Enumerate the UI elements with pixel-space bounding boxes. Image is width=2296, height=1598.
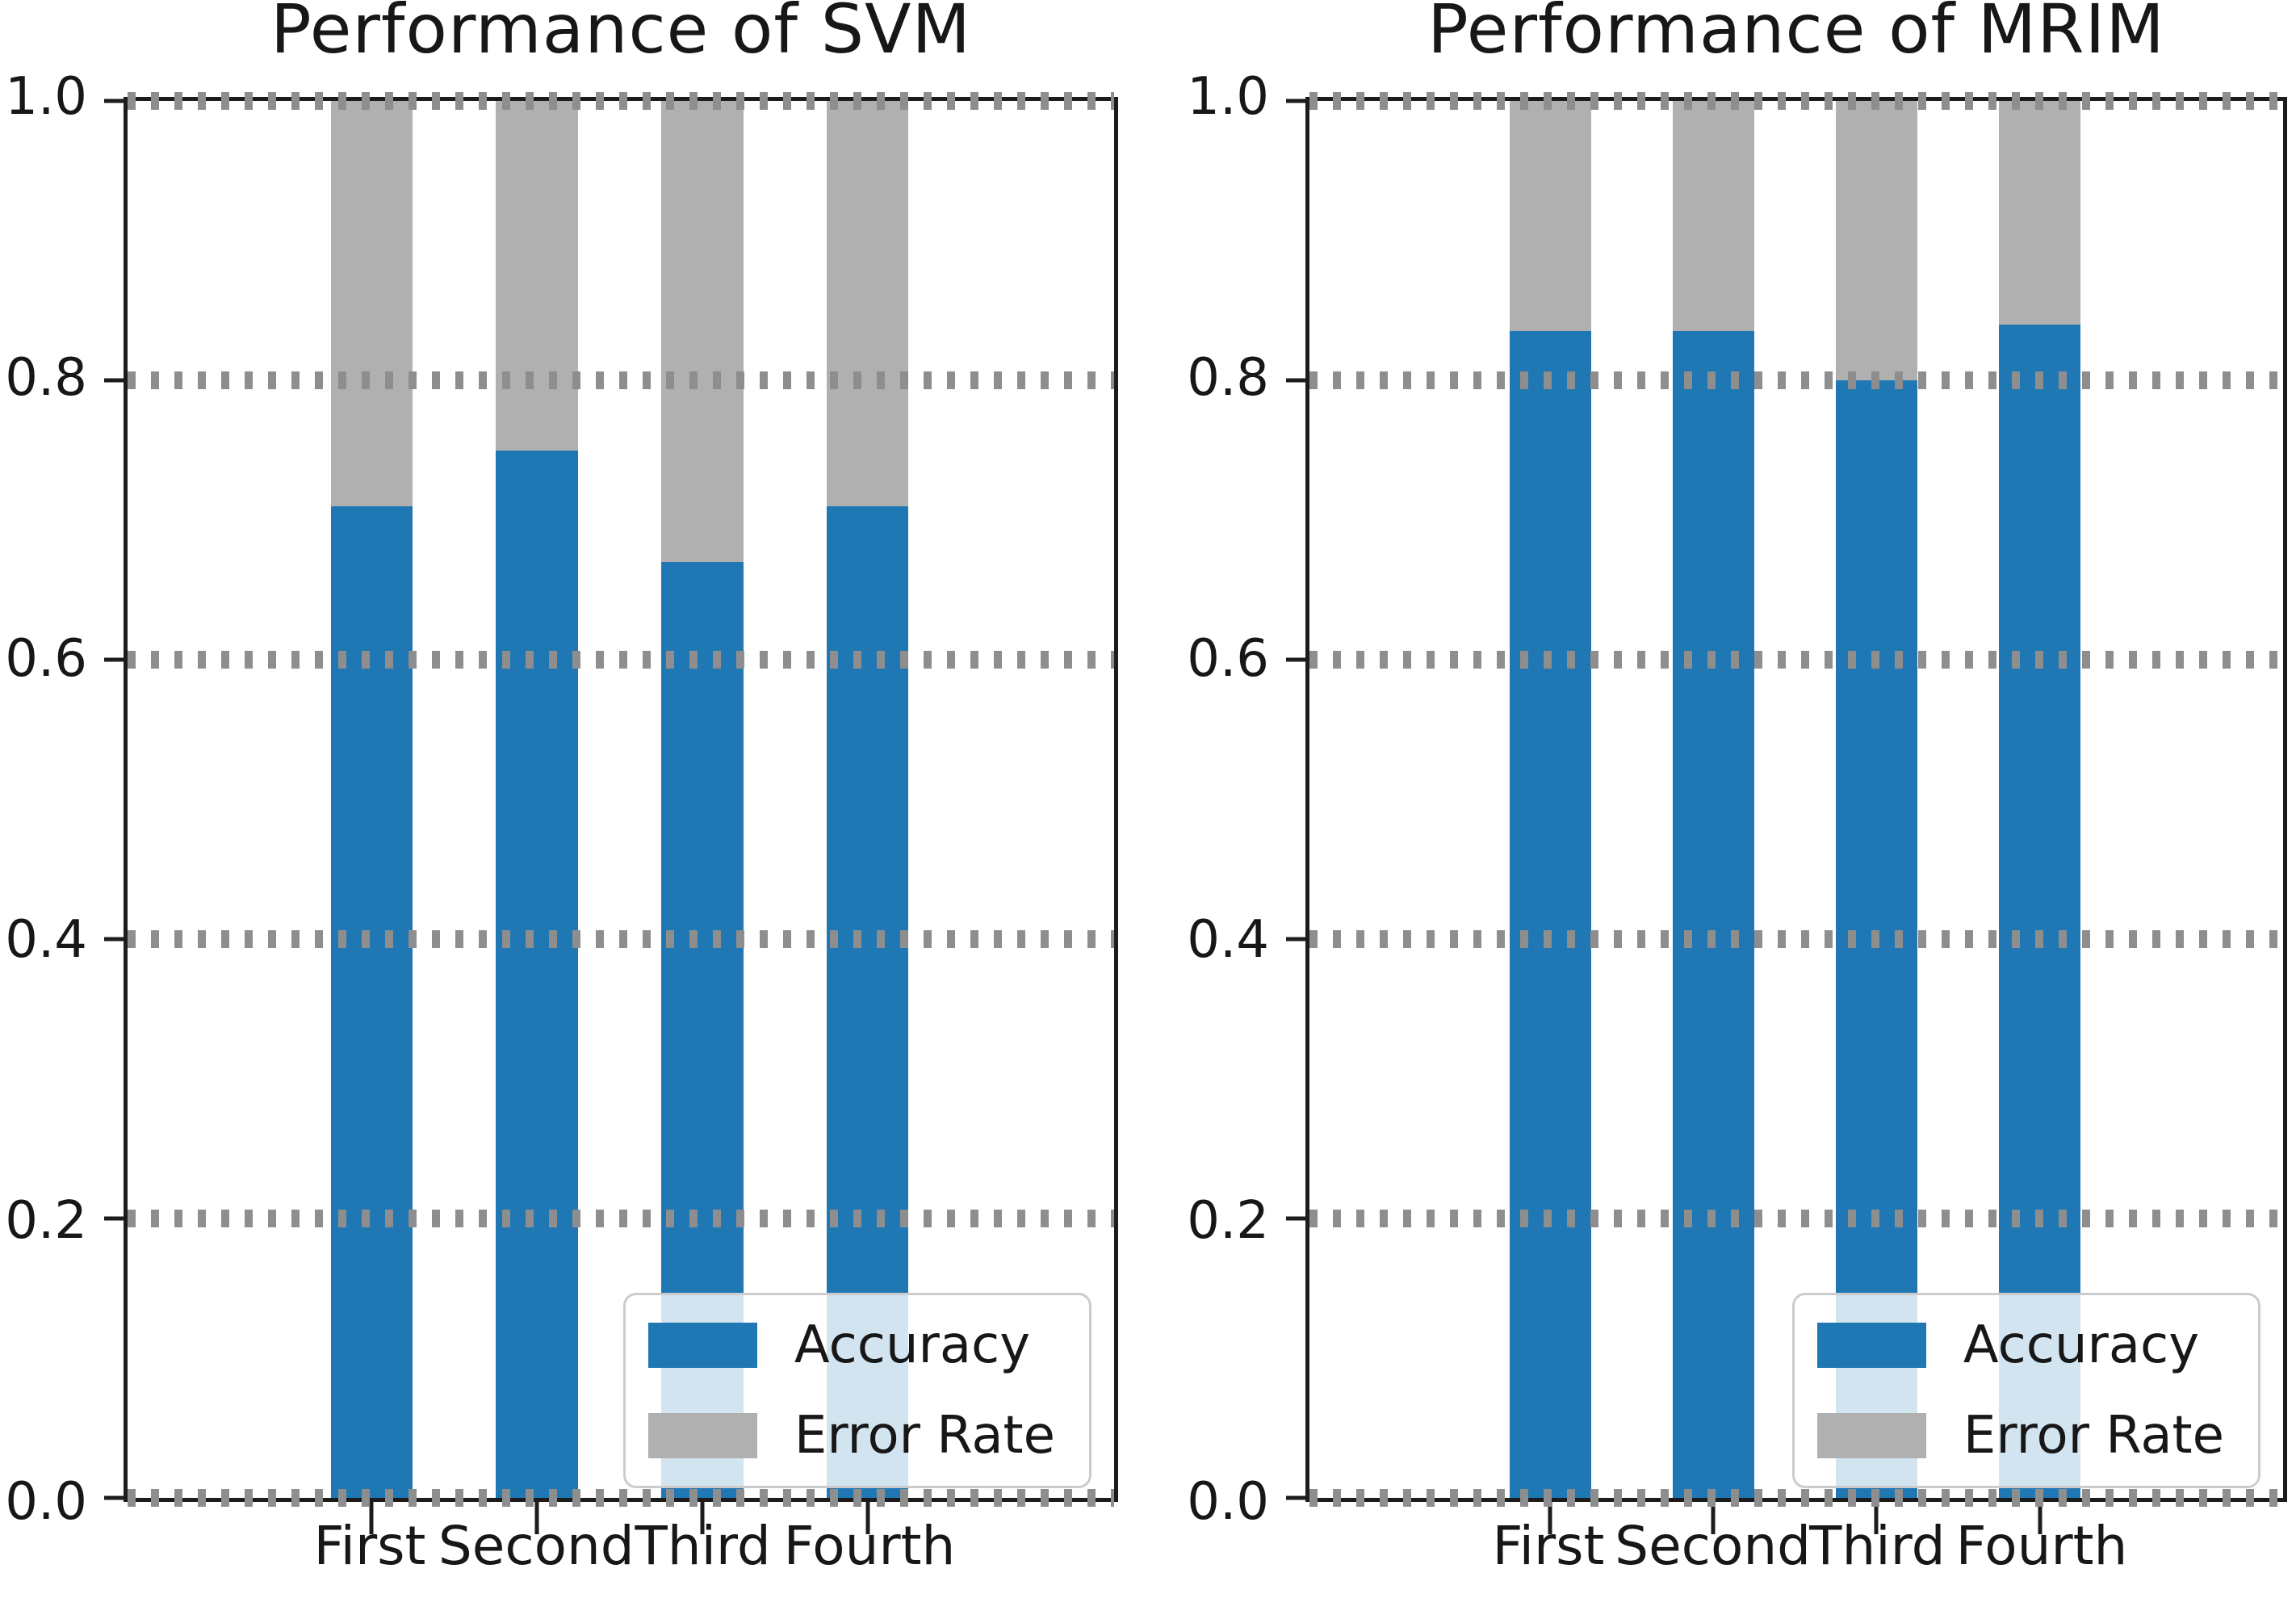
- x-tick-label: Third: [1809, 1515, 1946, 1577]
- bar-second: [1673, 101, 1754, 1498]
- x-tick-fourth: [865, 1502, 869, 1534]
- gridline-y-0.6: [1309, 651, 2283, 669]
- chart-title-svm: Performance of SVM: [270, 0, 971, 69]
- x-tick-first: [369, 1502, 374, 1534]
- gridline-y-0.8: [1309, 371, 2283, 389]
- legend: Accuracy Error Rate: [1791, 1293, 2260, 1488]
- bar-segment-accuracy: [1673, 331, 1754, 1498]
- x-tick-third: [700, 1502, 705, 1534]
- bar-segment-error-rate: [1999, 101, 2080, 325]
- legend-label: Error Rate: [794, 1406, 1055, 1466]
- legend-row-error-rate: Error Rate: [647, 1406, 1055, 1466]
- x-tick-third: [1874, 1502, 1879, 1534]
- legend-swatch-accuracy: [647, 1323, 757, 1368]
- legend-row-accuracy: Accuracy: [647, 1315, 1055, 1375]
- legend-row-accuracy: Accuracy: [1816, 1315, 2224, 1375]
- x-tick-label: Fourth: [783, 1515, 956, 1577]
- gridline-y-0.4: [1309, 930, 2283, 948]
- bar-segment-error-rate: [496, 101, 578, 451]
- legend-label: Error Rate: [1963, 1406, 2224, 1466]
- y-axis-tick-labels: 0.0 0.2 0.4 0.6 0.8 1.0: [1174, 71, 1269, 1528]
- y-tick-label: 0.6: [5, 629, 87, 689]
- legend-row-error-rate: Error Rate: [1816, 1406, 2224, 1466]
- bar-segment-error-rate: [1836, 101, 1917, 380]
- y-tick-0.0: [1286, 1495, 1305, 1500]
- bar-segment-error-rate: [826, 101, 909, 506]
- y-tick-0.2: [1286, 1216, 1305, 1221]
- bar-segment-error-rate: [661, 101, 744, 562]
- bar-second: [496, 101, 578, 1498]
- bar-first: [1510, 101, 1591, 1498]
- legend-swatch-error-rate: [1816, 1413, 1926, 1458]
- y-tick-0.6: [1286, 657, 1305, 662]
- y-tick-0.8: [104, 378, 124, 383]
- y-tick-0.4: [104, 937, 124, 942]
- y-tick-1.0: [1286, 99, 1305, 103]
- x-tick-label: First: [313, 1515, 426, 1577]
- x-tick-label: Second: [438, 1515, 635, 1577]
- gridline-y-1.0: [1309, 92, 2283, 110]
- bar-segment-error-rate: [1673, 101, 1754, 332]
- y-tick-0.6: [104, 657, 124, 662]
- x-tick-second: [534, 1502, 539, 1534]
- legend-swatch-error-rate: [647, 1413, 757, 1458]
- bar-segment-accuracy: [1510, 331, 1591, 1498]
- y-tick-label: 1.0: [1187, 67, 1269, 127]
- bar-segment-accuracy: [330, 505, 413, 1498]
- y-tick-label: 0.2: [5, 1191, 87, 1251]
- x-tick-first: [1548, 1502, 1552, 1534]
- y-tick-1.0: [104, 99, 124, 103]
- bar-segment-error-rate: [330, 101, 413, 506]
- x-tick-label: Third: [635, 1515, 771, 1577]
- y-tick-0.2: [104, 1216, 124, 1221]
- bar-third: [1836, 101, 1917, 1498]
- y-tick-label: 0.2: [1187, 1191, 1269, 1251]
- plot-area-mrim: Accuracy Error Rate: [1286, 92, 2287, 1534]
- y-tick-0.4: [1286, 937, 1305, 942]
- bar-first: [330, 101, 413, 1498]
- bar-fourth: [1999, 101, 2080, 1498]
- legend-label: Accuracy: [1963, 1315, 2200, 1375]
- y-tick-label: 1.0: [5, 67, 87, 127]
- x-tick-label: First: [1492, 1515, 1605, 1577]
- chart-title-mrim: Performance of MRIM: [1427, 0, 2165, 69]
- legend: Accuracy Error Rate: [622, 1293, 1091, 1488]
- bar-segment-error-rate: [1510, 101, 1591, 332]
- x-tick-label: Fourth: [1955, 1515, 2128, 1577]
- y-tick-label: 0.0: [1187, 1472, 1269, 1532]
- y-tick-label: 0.4: [1187, 910, 1269, 970]
- y-tick-label: 0.6: [1187, 629, 1269, 689]
- y-tick-0.0: [104, 1495, 124, 1500]
- gridline-y-0.2: [1309, 1210, 2283, 1227]
- gridline-y-0.0: [1309, 1489, 2283, 1507]
- y-tick-label: 0.8: [1187, 348, 1269, 408]
- x-axis-tick-labels: First Second Third Fourth: [1305, 1520, 2287, 1596]
- y-axis-tick-labels: 0.0 0.2 0.4 0.6 0.8 1.0: [0, 71, 87, 1528]
- legend-swatch-accuracy: [1816, 1323, 1926, 1368]
- x-tick-fourth: [2038, 1502, 2042, 1534]
- bar-segment-accuracy: [496, 450, 578, 1498]
- x-axis-tick-labels: First Second Third Fourth: [124, 1520, 1118, 1596]
- x-tick-label: Second: [1615, 1515, 1812, 1577]
- y-tick-label: 0.8: [5, 348, 87, 408]
- legend-label: Accuracy: [794, 1315, 1031, 1375]
- plot-area-svm: Accuracy Error Rate: [104, 92, 1118, 1534]
- x-tick-second: [1711, 1502, 1716, 1534]
- y-tick-label: 0.0: [5, 1472, 87, 1532]
- bar-fourth: [826, 101, 909, 1498]
- bar-third: [661, 101, 744, 1498]
- y-tick-label: 0.4: [5, 910, 87, 970]
- y-tick-0.8: [1286, 378, 1305, 383]
